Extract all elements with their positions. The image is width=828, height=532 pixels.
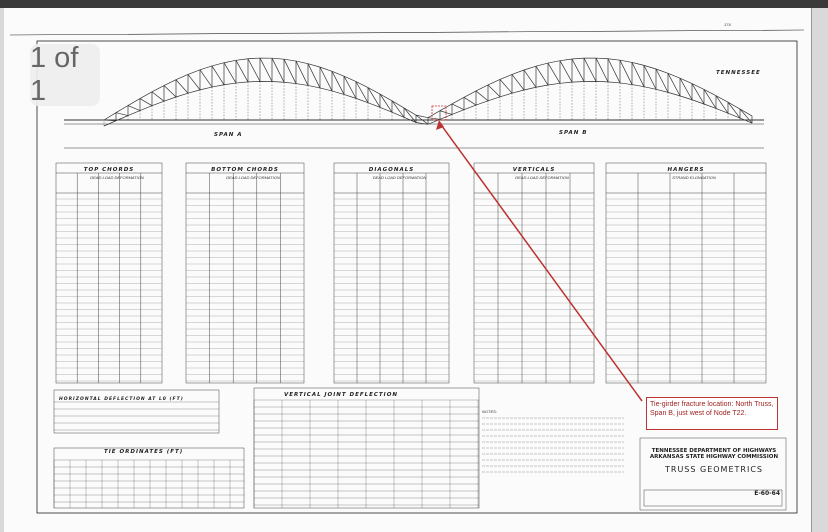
drawing-title: TRUSS GEOMETRICS xyxy=(665,465,763,474)
table-frame xyxy=(333,162,450,384)
document-page: 174 SPAN A SPAN B TENNESSEE TOP CHORDS DE… xyxy=(4,8,812,532)
table-frame xyxy=(185,162,305,384)
notes-label: NOTES: xyxy=(482,409,497,414)
annotation-callout: Tie-girder fracture location: North Trus… xyxy=(646,397,778,430)
table-frame xyxy=(605,162,767,384)
table-title: HANGERS xyxy=(668,167,705,173)
sheet-number: 174 xyxy=(724,22,731,27)
annotation-arrow xyxy=(438,121,643,402)
span-b-label: SPAN B xyxy=(559,130,587,136)
viewer-toolbar xyxy=(0,0,828,8)
agency-name-2: ARKANSAS STATE HIGHWAY COMMISSION xyxy=(649,454,779,460)
engineering-drawing: 174 SPAN A SPAN B TENNESSEE TOP CHORDS DE… xyxy=(9,22,805,514)
table-subtitle: DEAD LOAD DEFORMATION xyxy=(515,175,569,180)
tie-ordinates-title: TIE ORDINATES (FT) xyxy=(104,449,183,455)
arrow-head-icon xyxy=(436,120,444,130)
table-title: DIAGONALS xyxy=(369,167,414,173)
table-title: TOP CHORDS xyxy=(84,167,134,173)
table-frame xyxy=(55,162,163,384)
vertical-deflection-title: VERTICAL JOINT DEFLECTION xyxy=(284,392,398,398)
table-subtitle: STRAND ELONGATION xyxy=(672,175,716,180)
span-a-label: SPAN A xyxy=(214,132,243,138)
horizontal-deflection-title: HORIZONTAL DEFLECTION AT L0 (FT) xyxy=(59,396,184,402)
table-frame xyxy=(473,162,595,384)
drawing-number: E-60-64 xyxy=(754,490,780,497)
table-subtitle: DEAD LOAD DEFORMATION xyxy=(90,175,144,180)
table-subtitle: DEAD LOAD DEFORMATION xyxy=(373,175,427,180)
table-subtitle: DEAD LOAD DEFORMATION xyxy=(226,175,280,180)
state-label: TENNESSEE xyxy=(716,70,761,76)
agency-name-1: TENNESSEE DEPARTMENT OF HIGHWAYS xyxy=(651,448,777,454)
page-indicator: 1 of 1 xyxy=(30,42,100,107)
title-block: TENNESSEE DEPARTMENT OF HIGHWAYS ARKANSA… xyxy=(644,448,784,497)
table-title: VERTICALS xyxy=(513,167,556,173)
table-title: BOTTOM CHORDS xyxy=(211,167,279,173)
